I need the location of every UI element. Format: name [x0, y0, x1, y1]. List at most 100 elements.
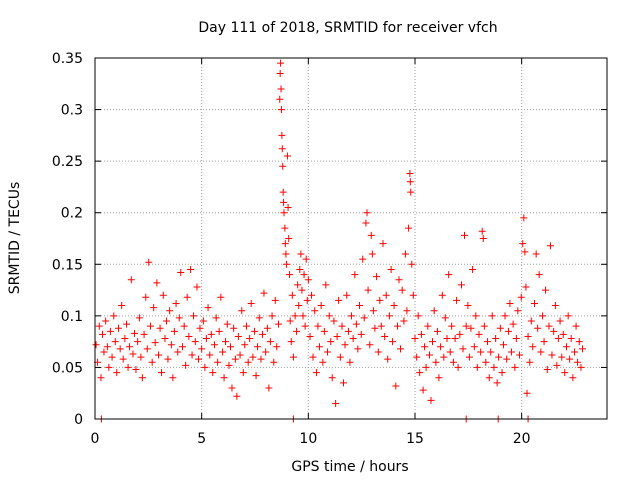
data-point: [408, 260, 416, 268]
data-point: [479, 235, 487, 242]
data-point: [314, 322, 322, 330]
data-point: [319, 358, 327, 366]
data-point: [254, 343, 262, 351]
data-point: [293, 327, 301, 335]
data-point: [574, 358, 582, 366]
data-point: [303, 296, 311, 304]
data-point: [287, 338, 295, 346]
data-point: [530, 299, 538, 307]
data-point: [500, 341, 508, 349]
data-point: [390, 302, 398, 310]
data-point: [424, 322, 432, 330]
data-point: [401, 250, 409, 258]
data-point: [191, 338, 199, 346]
data-point: [300, 271, 308, 279]
data-point: [548, 351, 556, 359]
data-point: [480, 322, 488, 330]
data-point: [562, 343, 570, 351]
data-point: [252, 372, 260, 380]
data-point: [212, 314, 220, 322]
data-point: [278, 145, 286, 153]
data-point: [346, 358, 354, 366]
data-point: [166, 307, 174, 315]
data-point: [247, 299, 255, 307]
data-point: [241, 341, 249, 349]
data-point: [271, 296, 279, 304]
data-point: [231, 355, 239, 363]
data-point: [571, 348, 579, 356]
data-point: [105, 363, 113, 371]
data-point: [537, 348, 545, 356]
data-point: [106, 327, 114, 335]
data-point: [539, 312, 547, 320]
data-point: [199, 317, 207, 325]
data-point: [384, 355, 392, 363]
data-point: [95, 322, 103, 330]
data-point: [577, 363, 585, 371]
data-point: [162, 317, 170, 325]
data-point: [183, 293, 191, 301]
data-point: [373, 273, 381, 281]
data-point: [564, 312, 572, 320]
data-point: [153, 279, 161, 287]
data-point: [230, 324, 238, 332]
data-point: [178, 343, 186, 351]
y-tick-label: 0.1: [61, 309, 83, 325]
data-point: [367, 231, 375, 239]
data-point: [187, 265, 195, 273]
data-point: [347, 312, 355, 320]
data-point: [387, 265, 395, 273]
data-point: [440, 353, 448, 361]
data-point: [477, 348, 485, 356]
data-point: [159, 291, 167, 299]
data-point: [206, 351, 214, 359]
data-point: [368, 250, 376, 258]
data-point: [180, 322, 188, 330]
y-tick-label: 0.3: [61, 103, 83, 119]
data-point: [236, 351, 244, 359]
data-point: [289, 353, 297, 361]
data-point: [371, 324, 379, 332]
y-tick-label: 0.05: [52, 360, 83, 376]
data-point: [559, 330, 567, 338]
data-point: [134, 338, 142, 346]
data-point: [114, 324, 122, 332]
data-point: [473, 363, 481, 371]
data-point: [578, 345, 586, 353]
data-point: [529, 343, 537, 351]
data-point: [294, 281, 302, 289]
data-point: [490, 363, 498, 371]
data-point: [340, 379, 348, 387]
data-point: [495, 353, 503, 361]
data-point: [277, 85, 285, 93]
data-point: [324, 348, 332, 356]
data-point: [409, 291, 417, 299]
data-point: [100, 348, 108, 356]
data-point: [118, 302, 126, 310]
data-point: [416, 369, 424, 377]
data-point: [363, 209, 371, 217]
data-point: [453, 296, 461, 304]
y-tick-label: 0: [74, 412, 83, 428]
data-point: [374, 348, 382, 356]
data-point: [129, 350, 137, 358]
data-point: [475, 330, 483, 338]
data-point: [215, 327, 223, 335]
data-point: [482, 358, 490, 366]
data-point: [333, 332, 341, 340]
data-point: [188, 351, 196, 359]
data-point: [567, 335, 575, 343]
data-point: [198, 345, 206, 353]
x-tick-label: 0: [91, 431, 100, 447]
data-point: [296, 265, 304, 273]
data-point: [432, 358, 440, 366]
data-point: [110, 312, 118, 320]
x-tick-label: 20: [513, 431, 531, 447]
data-point: [258, 330, 266, 338]
x-tick-label: 5: [197, 431, 206, 447]
data-point: [364, 286, 372, 294]
data-point: [158, 369, 166, 377]
data-point: [430, 307, 438, 315]
data-point: [309, 353, 317, 361]
data-point: [291, 312, 299, 320]
